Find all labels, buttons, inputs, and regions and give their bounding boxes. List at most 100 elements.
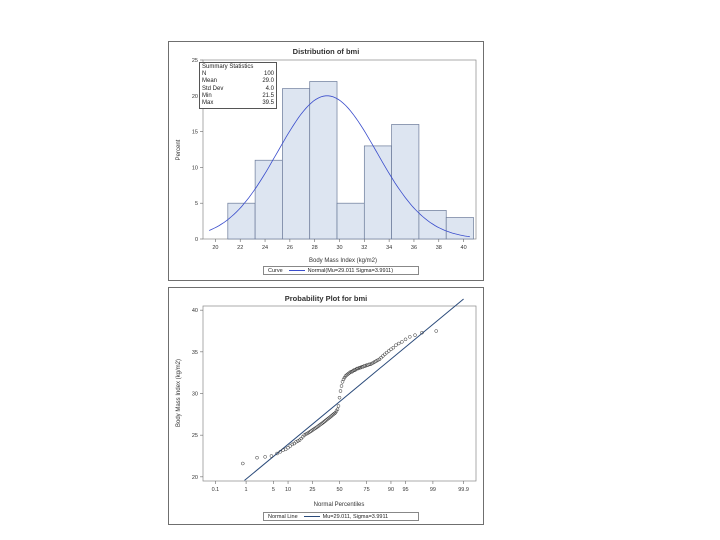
data-point	[351, 369, 355, 373]
data-point	[389, 347, 393, 352]
y-tick-label: 10	[192, 165, 198, 171]
x-tick-label: 50	[336, 487, 342, 493]
y-tick-label: 20	[192, 475, 198, 481]
histogram-bar	[363, 145, 392, 240]
x-tick-label: 5	[272, 487, 275, 493]
histogram-bar	[227, 202, 256, 240]
y-tick-label: 25	[192, 433, 198, 439]
data-point	[327, 415, 332, 420]
data-point	[288, 444, 293, 448]
data-point	[322, 420, 326, 424]
legend-entry: Normal(Mu=29.011 Sigma=3.9911)	[288, 267, 394, 274]
probability-plot-panel: Probability Plot for bmi Normal Percenti…	[168, 287, 484, 525]
data-point	[283, 447, 288, 452]
y-axis-label: Body Mass Index (kg/m2)	[176, 359, 182, 427]
x-axis-label: Body Mass Index (kg/m2)	[309, 258, 377, 264]
data-point	[347, 370, 352, 375]
data-point	[324, 418, 328, 422]
y-tick-label: 15	[192, 130, 198, 136]
data-point	[394, 343, 398, 347]
summary-value: 100	[263, 71, 274, 78]
summary-row: N 100	[202, 71, 274, 78]
x-tick-label: 10	[285, 487, 291, 493]
legend-label: Curve	[268, 267, 283, 274]
histogram-panel: Distribution of bmi Body Mass Index (kg/…	[168, 41, 484, 281]
data-point	[382, 352, 387, 357]
legend-entry: Mu=29.011, Sigma=3.9911	[303, 514, 388, 520]
legend-label: Normal Line	[268, 513, 298, 520]
x-tick-label: 36	[411, 245, 417, 251]
y-tick-label: 35	[192, 350, 198, 356]
histogram-bar	[336, 202, 365, 240]
x-tick-label: 34	[386, 245, 392, 251]
data-point	[329, 414, 334, 418]
data-point	[391, 345, 396, 350]
x-tick-label: 30	[336, 245, 342, 251]
data-point	[357, 365, 362, 370]
histogram-bar	[391, 124, 420, 240]
x-tick-label: 32	[361, 245, 367, 251]
data-point	[326, 416, 331, 421]
summary-row: Max 39.5	[202, 100, 274, 107]
histogram-bar	[309, 81, 338, 240]
data-point	[325, 417, 329, 422]
x-axis-label: Normal Percentiles	[314, 502, 365, 508]
x-tick-label: 99.9	[458, 487, 469, 493]
x-tick-label: 40	[461, 245, 467, 251]
summary-row: Mean 29.0	[202, 78, 274, 85]
summary-label: Std Dev	[202, 85, 224, 92]
legend-line-swatch	[288, 269, 305, 271]
data-point	[344, 373, 349, 377]
data-point	[241, 461, 245, 466]
data-point	[413, 333, 417, 337]
y-tick-label: 30	[192, 392, 198, 398]
normal-fit-line	[244, 298, 464, 481]
data-point	[335, 407, 340, 412]
data-point	[350, 370, 354, 374]
y-tick-label: 5	[195, 201, 198, 207]
data-point	[332, 411, 337, 416]
normal-curve-line	[209, 95, 470, 238]
data-point	[355, 366, 359, 371]
data-point	[400, 340, 404, 344]
data-point	[321, 420, 325, 425]
y-tick-label: 20	[192, 94, 198, 100]
data-point	[346, 371, 351, 376]
data-point	[420, 330, 424, 335]
data-point	[255, 455, 259, 460]
data-point	[381, 354, 385, 358]
x-tick-label: 75	[364, 487, 370, 493]
x-tick-label: 20	[212, 245, 218, 251]
data-point	[339, 384, 344, 388]
y-tick-label: 40	[192, 308, 198, 314]
summary-row: Std Dev 4.0	[202, 86, 274, 93]
y-axis-label: Percent	[176, 139, 182, 160]
data-point	[336, 404, 341, 408]
data-point	[330, 413, 335, 417]
data-point	[290, 442, 295, 447]
data-point	[408, 335, 412, 339]
data-point	[286, 445, 290, 450]
data-point	[386, 349, 391, 353]
data-point	[320, 421, 324, 426]
x-tick-label: 99	[430, 487, 436, 493]
data-point	[384, 350, 389, 355]
data-point	[328, 415, 333, 419]
histogram-bar	[445, 217, 474, 240]
summary-value: 39.5	[262, 100, 274, 107]
data-point	[397, 341, 401, 346]
summary-label: Mean	[202, 78, 218, 85]
x-tick-label: 90	[388, 487, 394, 493]
x-tick-label: 1	[245, 487, 248, 493]
data-point	[343, 374, 348, 378]
data-point	[362, 364, 366, 368]
data-point	[318, 422, 323, 427]
legend-entry-label: Normal(Mu=29.011 Sigma=3.9911)	[307, 267, 394, 274]
x-tick-label: 95	[402, 487, 408, 493]
data-point	[337, 395, 342, 400]
summary-label: Max	[202, 100, 214, 107]
histogram-bar	[418, 210, 447, 240]
y-tick-label: 0	[195, 237, 198, 243]
summary-statistics-box: Summary Statistics N 100 Mean 29.0 Std Dev…	[199, 62, 277, 110]
data-point	[269, 454, 274, 458]
